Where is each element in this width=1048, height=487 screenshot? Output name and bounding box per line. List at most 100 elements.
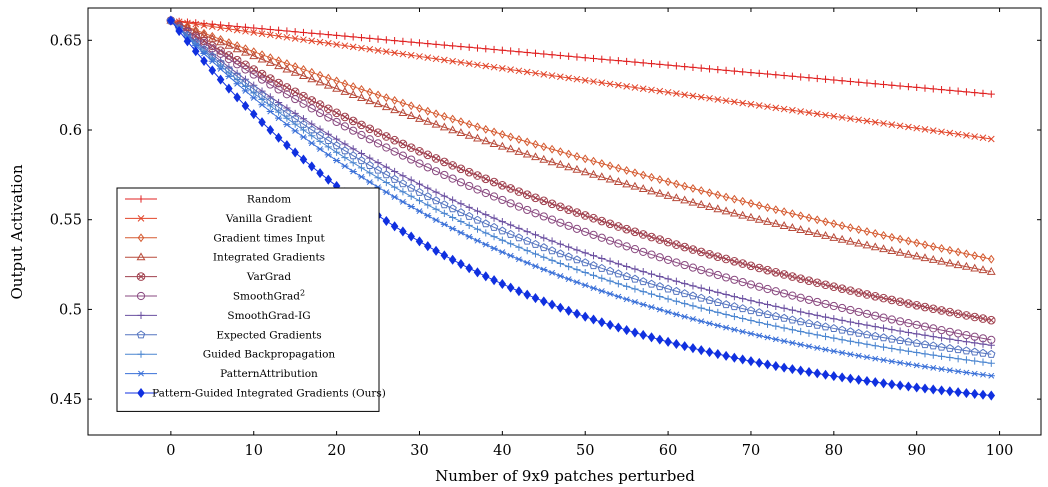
data-point <box>282 64 292 73</box>
data-point <box>746 261 756 271</box>
data-point <box>589 54 598 63</box>
data-point <box>406 143 416 152</box>
data-point <box>605 236 615 245</box>
data-point <box>648 172 655 182</box>
data-point <box>970 312 980 322</box>
data-point <box>780 362 788 373</box>
data-point <box>739 196 746 206</box>
legend-entry: Random <box>125 194 291 206</box>
data-point <box>482 62 490 70</box>
data-point <box>805 329 813 337</box>
data-point <box>805 310 813 318</box>
data-point <box>779 313 789 322</box>
data-point <box>631 285 639 293</box>
data-point <box>216 65 225 72</box>
data-point <box>895 336 905 345</box>
data-point <box>730 312 738 321</box>
data-point <box>514 202 524 211</box>
data-point <box>373 165 383 174</box>
data-point <box>232 55 242 65</box>
data-point <box>673 179 680 189</box>
data-point <box>971 251 979 261</box>
data-point <box>308 140 316 147</box>
data-point <box>332 108 341 118</box>
data-point <box>275 56 282 66</box>
data-point <box>830 315 838 323</box>
data-point <box>365 96 375 105</box>
data-point <box>663 237 673 247</box>
data-point <box>772 302 780 311</box>
data-point <box>813 331 821 339</box>
data-point <box>515 224 523 232</box>
data-point <box>920 253 930 262</box>
data-point <box>829 232 839 241</box>
data-point <box>357 149 366 158</box>
data-point <box>656 87 664 95</box>
data-point <box>681 91 689 99</box>
data-point <box>275 32 282 40</box>
data-point <box>597 172 607 181</box>
data-point <box>432 188 440 196</box>
data-point <box>714 349 722 360</box>
data-point <box>830 371 838 382</box>
data-point <box>780 71 788 80</box>
data-point <box>714 190 722 200</box>
data-point <box>722 290 730 299</box>
data-point <box>540 266 548 273</box>
data-point <box>415 180 424 188</box>
data-point <box>880 120 887 127</box>
data-point <box>440 170 449 180</box>
data-point <box>962 346 971 355</box>
data-point <box>381 102 391 111</box>
data-point <box>714 96 722 103</box>
data-point <box>954 130 962 138</box>
data-point <box>755 201 763 210</box>
data-point <box>581 282 589 289</box>
data-point <box>457 42 465 51</box>
data-point <box>598 288 606 294</box>
data-point <box>241 82 250 91</box>
data-point <box>266 25 274 34</box>
data-point <box>474 122 481 132</box>
data-point <box>630 274 640 283</box>
data-point <box>896 346 904 354</box>
data-point <box>547 246 557 255</box>
data-point <box>631 84 639 91</box>
data-point <box>664 88 672 96</box>
data-point <box>340 86 350 95</box>
data-point <box>258 30 266 38</box>
legend-entry: Pattern-Guided Integrated Gradients (Our… <box>125 388 386 400</box>
data-point <box>432 245 440 256</box>
data-point <box>788 306 796 314</box>
data-point <box>332 83 342 92</box>
data-point <box>937 256 947 265</box>
data-point <box>937 366 946 373</box>
data-point <box>854 374 863 385</box>
data-point <box>888 358 896 365</box>
data-point <box>871 311 880 320</box>
data-point <box>696 247 706 257</box>
data-point <box>680 260 689 270</box>
data-point <box>341 153 349 162</box>
x-tick-label: 90 <box>907 443 925 459</box>
data-point <box>457 229 465 236</box>
data-point <box>399 37 407 45</box>
data-point <box>299 91 308 101</box>
data-point <box>714 288 722 297</box>
data-point <box>523 236 532 245</box>
series-line <box>170 20 992 95</box>
data-point <box>929 127 937 134</box>
data-point <box>656 60 664 68</box>
data-point <box>589 252 598 260</box>
data-point <box>597 216 607 226</box>
data-point <box>838 372 846 383</box>
data-point <box>531 193 540 203</box>
data-point <box>382 132 391 141</box>
data-point <box>987 359 995 367</box>
data-point <box>722 97 730 105</box>
data-point <box>357 120 366 130</box>
data-point <box>308 132 316 140</box>
data-point <box>714 308 722 317</box>
data-point <box>274 132 283 143</box>
data-point <box>797 308 805 316</box>
